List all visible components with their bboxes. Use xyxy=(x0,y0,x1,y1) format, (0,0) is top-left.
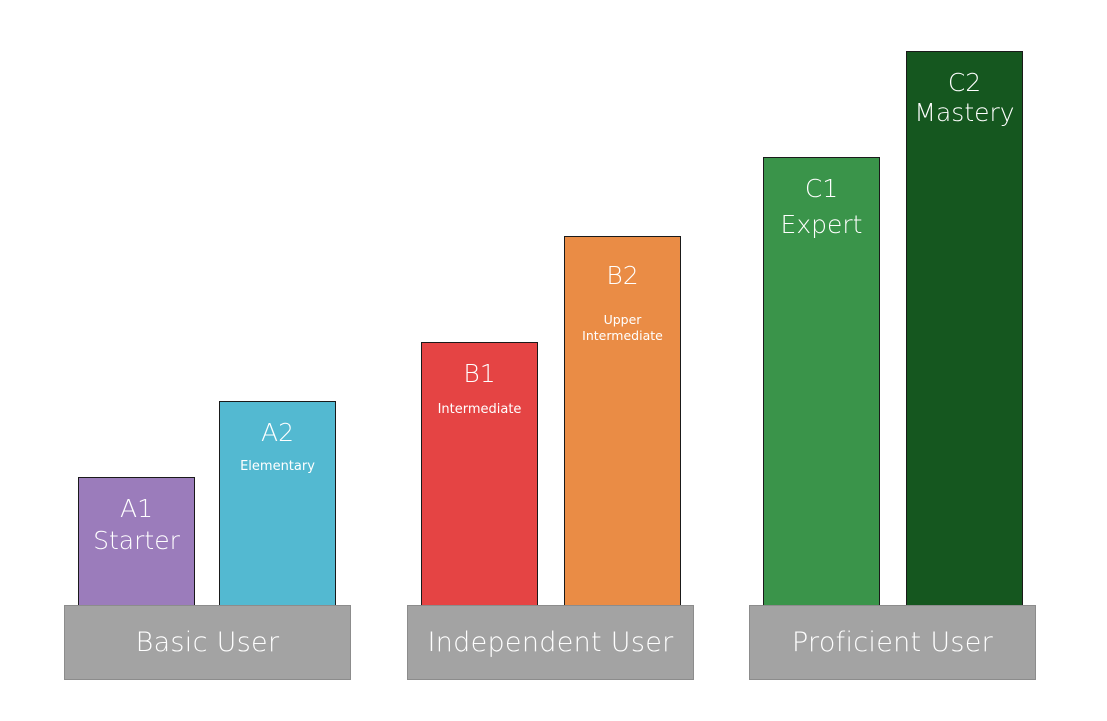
level-code-a1: A1 xyxy=(119,494,153,523)
group-base-basic-user: Basic User xyxy=(64,605,351,680)
level-code-b2: B2 xyxy=(606,261,639,290)
level-bar-b2: B2 Upper Intermediate xyxy=(564,236,681,607)
level-bar-a1: A1 Starter xyxy=(78,477,195,607)
level-name-b2-line2: Intermediate xyxy=(582,328,663,343)
group-base-independent-user: Independent User xyxy=(407,605,694,680)
group-label-independent-user: Independent User xyxy=(427,627,674,658)
level-bar-a2: A2 Elementary xyxy=(219,401,336,607)
level-bar-c2: C2 Mastery xyxy=(906,51,1023,607)
level-code-b1: B1 xyxy=(463,359,496,388)
level-name-a2: Elementary xyxy=(240,459,315,474)
group-label-proficient-user: Proficient User xyxy=(791,627,994,658)
group-label-basic-user: Basic User xyxy=(135,627,280,658)
level-name-a1: Starter xyxy=(93,526,180,555)
group-base-proficient-user: Proficient User xyxy=(749,605,1036,680)
level-name-b2: Upper Intermediate xyxy=(565,312,680,344)
level-code-c2: C2 xyxy=(947,68,982,97)
level-code-c1: C1 xyxy=(804,174,839,203)
level-code-a2: A2 xyxy=(260,418,294,447)
level-bar-c1: C1 Expert xyxy=(763,157,880,607)
level-name-c1: Expert xyxy=(780,210,863,239)
level-name-b1: Intermediate xyxy=(437,402,522,417)
level-bar-b1: B1 Intermediate xyxy=(421,342,538,607)
level-name-b2-line1: Upper xyxy=(603,312,642,327)
level-name-c2: Mastery xyxy=(914,98,1015,127)
